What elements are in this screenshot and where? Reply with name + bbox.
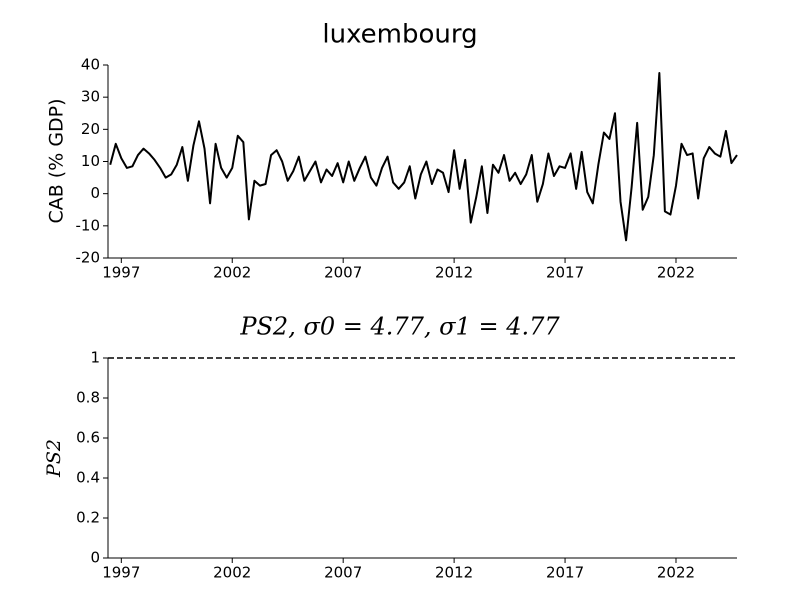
x-tick-label: 1997	[102, 264, 140, 282]
y-tick-label: 0.6	[76, 429, 100, 447]
y-tick-label: 10	[81, 152, 100, 170]
y-tick-label: 30	[81, 88, 100, 106]
y-tick-label: 0.4	[76, 469, 100, 487]
x-tick-label: 2017	[546, 564, 584, 582]
y-tick-label: 20	[81, 120, 100, 138]
x-tick-label: 2022	[657, 564, 695, 582]
x-tick-label: 2012	[435, 564, 473, 582]
y-tick-label: 0	[90, 184, 100, 202]
x-tick-label: 2022	[657, 264, 695, 282]
y-tick-label: 0.8	[76, 389, 100, 407]
y-tick-label: -10	[76, 216, 101, 234]
x-tick-label: 2002	[213, 564, 251, 582]
y-tick-label: 0	[90, 549, 100, 567]
y-tick-label: 1	[90, 349, 100, 367]
x-tick-label: 2007	[324, 264, 362, 282]
y-tick-label: 40	[81, 56, 100, 74]
chart-title: luxembourg	[322, 20, 477, 50]
y-axis-label: CAB (% GDP)	[46, 98, 68, 223]
y-tick-label: -20	[76, 249, 101, 267]
x-tick-label: 2012	[435, 264, 473, 282]
x-tick-label: 2007	[324, 564, 362, 582]
chart-title: PS2, σ0 = 4.77, σ1 = 4.77	[239, 313, 560, 341]
y-axis-label: PS2	[43, 439, 65, 478]
series-line	[109, 72, 738, 242]
y-tick-label: 0.2	[76, 509, 100, 527]
x-tick-label: 2002	[213, 264, 251, 282]
x-tick-label: 2017	[546, 264, 584, 282]
x-tick-label: 1997	[102, 564, 140, 582]
